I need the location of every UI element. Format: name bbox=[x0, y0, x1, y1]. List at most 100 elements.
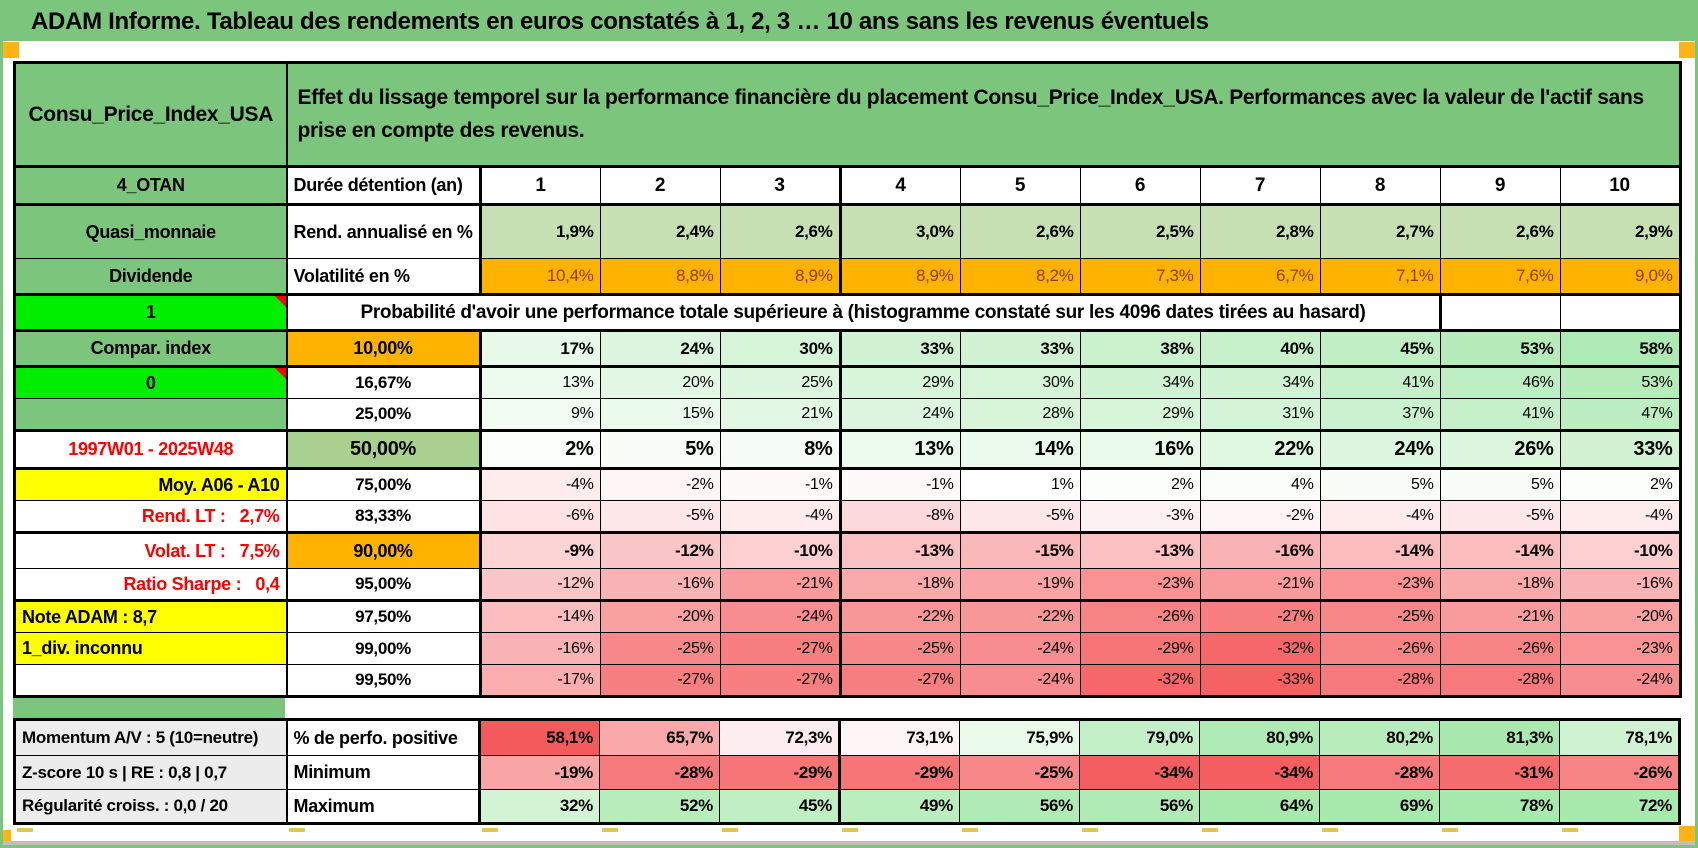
cell-p10-y9[interactable]: 53% bbox=[1439, 330, 1561, 368]
cell-p995-y1[interactable]: -17% bbox=[479, 664, 601, 697]
cell-p95-y1[interactable]: -12% bbox=[479, 568, 601, 602]
cell-p50-y1[interactable]: 2% bbox=[479, 430, 601, 470]
cell-p99-y7[interactable]: -32% bbox=[1199, 632, 1321, 665]
cell-volat-y10[interactable]: 9,0% bbox=[1559, 258, 1681, 296]
cell-p1667-y7[interactable]: 34% bbox=[1199, 366, 1321, 399]
cell-p10-y3[interactable]: 30% bbox=[719, 330, 842, 368]
cell-rend-y9[interactable]: 2,6% bbox=[1439, 204, 1561, 259]
cell-p8333-y6[interactable]: -3% bbox=[1079, 500, 1201, 534]
cell-p25-y9[interactable]: 41% bbox=[1439, 398, 1561, 432]
cell-p95-y5[interactable]: -19% bbox=[959, 568, 1081, 602]
stats-header-perf[interactable]: % de perfo. positive bbox=[286, 719, 481, 756]
cell-p99-y8[interactable]: -26% bbox=[1319, 632, 1441, 665]
cell-p1667-y3[interactable]: 25% bbox=[719, 366, 842, 399]
cell-p10-y6[interactable]: 38% bbox=[1079, 330, 1201, 368]
cell-rend-y1[interactable]: 1,9% bbox=[479, 204, 601, 259]
cell-p75-y3[interactable]: -1% bbox=[719, 468, 842, 501]
cell-p8333-y1[interactable]: -6% bbox=[479, 500, 601, 534]
cell-p975-y8[interactable]: -25% bbox=[1319, 600, 1441, 633]
cell-max-y8[interactable]: 69% bbox=[1319, 789, 1440, 824]
cell-p90-y2[interactable]: -12% bbox=[599, 532, 721, 569]
cell-p90-y5[interactable]: -15% bbox=[959, 532, 1081, 569]
cell-rend-y4[interactable]: 3,0% bbox=[839, 204, 961, 259]
row-header-p8333[interactable]: 83,33% bbox=[286, 500, 482, 534]
row-header-p50[interactable]: 50,00% bbox=[286, 430, 482, 470]
cell-p10-y4[interactable]: 33% bbox=[839, 330, 961, 368]
row-header-p90[interactable]: 90,00% bbox=[286, 532, 482, 569]
row-label-p995[interactable] bbox=[14, 664, 288, 697]
cell-p99-y9[interactable]: -26% bbox=[1439, 632, 1561, 665]
cell-p25-y10[interactable]: 47% bbox=[1559, 398, 1681, 432]
cell-p99-y3[interactable]: -27% bbox=[719, 632, 842, 665]
row-header-p975[interactable]: 97,50% bbox=[286, 600, 482, 633]
col-header-6[interactable]: 6 bbox=[1079, 166, 1201, 206]
row-label-p975[interactable]: Note ADAM : 8,7 bbox=[14, 600, 288, 633]
cell-min-y5[interactable]: -25% bbox=[959, 755, 1080, 790]
cell-p975-y3[interactable]: -24% bbox=[719, 600, 842, 633]
cell-p10-y2[interactable]: 24% bbox=[599, 330, 721, 368]
cell-p25-y4[interactable]: 24% bbox=[839, 398, 961, 432]
cell-perf-y10[interactable]: 78,1% bbox=[1559, 719, 1680, 756]
col-header-4[interactable]: 4 bbox=[839, 166, 961, 206]
cell-p50-y5[interactable]: 14% bbox=[959, 430, 1081, 470]
cell-perf-y5[interactable]: 75,9% bbox=[959, 719, 1080, 756]
cell-p995-y4[interactable]: -27% bbox=[839, 664, 961, 697]
cell-p995-y5[interactable]: -24% bbox=[959, 664, 1081, 697]
cell-p50-y7[interactable]: 22% bbox=[1199, 430, 1321, 470]
row-header-duree[interactable]: Durée détention (an) bbox=[286, 166, 482, 206]
cell-volat-y1[interactable]: 10,4% bbox=[479, 258, 601, 296]
cell-min-y3[interactable]: -29% bbox=[719, 755, 841, 790]
cell-p90-y9[interactable]: -14% bbox=[1439, 532, 1561, 569]
cell-max-y7[interactable]: 64% bbox=[1199, 789, 1320, 824]
cell-p975-y1[interactable]: -14% bbox=[479, 600, 601, 633]
cell-volat-y3[interactable]: 8,9% bbox=[719, 258, 842, 296]
cell-max-y1[interactable]: 32% bbox=[479, 789, 600, 824]
cell-min-y7[interactable]: -34% bbox=[1199, 755, 1320, 790]
cell-p1667-y10[interactable]: 53% bbox=[1559, 366, 1681, 399]
cell-rend-y3[interactable]: 2,6% bbox=[719, 204, 842, 259]
col-header-1[interactable]: 1 bbox=[479, 166, 601, 206]
row-label-p95[interactable]: Ratio Sharpe : 0,4 bbox=[14, 568, 288, 602]
cell-p95-y10[interactable]: -16% bbox=[1559, 568, 1681, 602]
row-header-rend[interactable]: Rend. annualisé en % bbox=[286, 204, 482, 259]
cell-volat-y2[interactable]: 8,8% bbox=[599, 258, 721, 296]
cell-p25-y1[interactable]: 9% bbox=[479, 398, 601, 432]
cell-perf-y4[interactable]: 73,1% bbox=[839, 719, 960, 756]
row-label-p75[interactable]: Moy. A06 - A10 bbox=[14, 468, 288, 501]
cell-p25-y2[interactable]: 15% bbox=[599, 398, 721, 432]
cell-p99-y1[interactable]: -16% bbox=[479, 632, 601, 665]
cell-p8333-y3[interactable]: -4% bbox=[719, 500, 842, 534]
row-header-p75[interactable]: 75,00% bbox=[286, 468, 482, 501]
cell-p10-y10[interactable]: 58% bbox=[1559, 330, 1681, 368]
stats-header-min[interactable]: Minimum bbox=[286, 755, 481, 790]
cell-p8333-y9[interactable]: -5% bbox=[1439, 500, 1561, 534]
cell-p75-y7[interactable]: 4% bbox=[1199, 468, 1321, 501]
empty-cell[interactable] bbox=[1559, 294, 1681, 332]
cell-p75-y5[interactable]: 1% bbox=[959, 468, 1081, 501]
cell-p975-y10[interactable]: -20% bbox=[1559, 600, 1681, 633]
row-header-p1667[interactable]: 16,67% bbox=[286, 366, 482, 399]
cell-p50-y4[interactable]: 13% bbox=[839, 430, 961, 470]
cell-min-y4[interactable]: -29% bbox=[839, 755, 960, 790]
cell-max-y3[interactable]: 45% bbox=[719, 789, 841, 824]
cell-p25-y7[interactable]: 31% bbox=[1199, 398, 1321, 432]
col-header-2[interactable]: 2 bbox=[599, 166, 721, 206]
probability-banner[interactable]: Probabilité d'avoir une performance tota… bbox=[286, 294, 1442, 332]
cell-p10-y1[interactable]: 17% bbox=[479, 330, 601, 368]
cell-p90-y4[interactable]: -13% bbox=[839, 532, 961, 569]
stats-label-perf[interactable]: Momentum A/V : 5 (10=neutre) bbox=[14, 719, 288, 756]
cell-p1667-y9[interactable]: 46% bbox=[1439, 366, 1561, 399]
cell-volat-y5[interactable]: 8,2% bbox=[959, 258, 1081, 296]
cell-p75-y8[interactable]: 5% bbox=[1319, 468, 1441, 501]
cell-p975-y6[interactable]: -26% bbox=[1079, 600, 1201, 633]
row-label-duree[interactable]: 4_OTAN bbox=[14, 166, 288, 206]
cell-rend-y8[interactable]: 2,7% bbox=[1319, 204, 1441, 259]
cell-max-y2[interactable]: 52% bbox=[599, 789, 720, 824]
cell-p1667-y2[interactable]: 20% bbox=[599, 366, 721, 399]
row-label-p90[interactable]: Volat. LT : 7,5% bbox=[14, 532, 288, 569]
cell-p8333-y10[interactable]: -4% bbox=[1559, 500, 1681, 534]
col-header-3[interactable]: 3 bbox=[719, 166, 842, 206]
cell-p95-y6[interactable]: -23% bbox=[1079, 568, 1201, 602]
cell-p8333-y5[interactable]: -5% bbox=[959, 500, 1081, 534]
cell-max-y9[interactable]: 78% bbox=[1439, 789, 1560, 824]
